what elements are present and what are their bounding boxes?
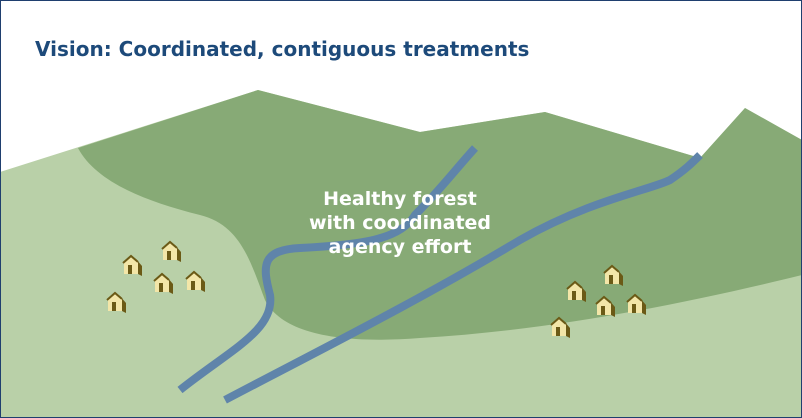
- forest-label: Healthy forest: [323, 188, 477, 210]
- title: Vision: Coordinated, contiguous treatmen…: [35, 37, 529, 61]
- forest-label: with coordinated: [309, 212, 491, 234]
- slide: Vision: Coordinated, contiguous treatmen…: [0, 0, 802, 418]
- forest-label: agency effort: [329, 236, 472, 258]
